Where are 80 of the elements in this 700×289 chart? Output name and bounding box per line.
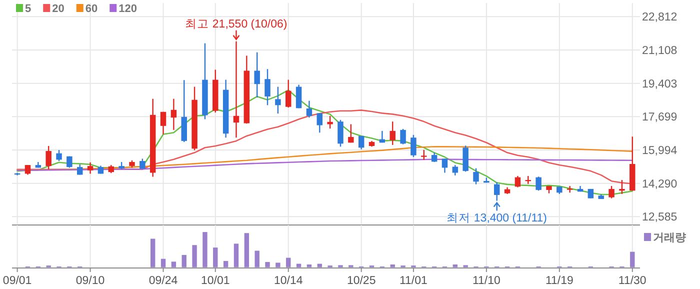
y-tick-label: 15,994: [642, 145, 678, 158]
x-tick-label: 11/19: [545, 275, 574, 287]
y-tick-label: 17,699: [642, 112, 678, 124]
candlestick: [233, 40, 240, 138]
candlestick: [536, 176, 542, 192]
candlestick: [170, 98, 177, 131]
candlestick: [348, 124, 354, 144]
annotation: 최고 21,550 (10/06): [185, 18, 288, 40]
annotation: 최저 13,400 (11/11): [446, 202, 548, 225]
annotation: 최고 21,550 (10/06): [185, 18, 288, 30]
candlestick: [619, 179, 625, 195]
legend-label: 60: [85, 3, 98, 15]
x-tick-label: 09/01: [2, 275, 32, 287]
candlestick: [608, 185, 614, 199]
candlestick: [462, 145, 468, 172]
x-tick-label: 10/14: [274, 275, 304, 287]
bar: [244, 233, 250, 268]
x-tick-label: 11/10: [472, 275, 500, 287]
candlestick: [566, 185, 573, 194]
candlestick: [286, 79, 292, 108]
legend-label: 20: [52, 3, 64, 15]
candlestick: [358, 135, 364, 150]
x-tick-label: 11/01: [399, 275, 428, 287]
bar: [306, 264, 312, 268]
candlestick: [400, 128, 406, 145]
bar: [390, 264, 395, 268]
x-tick-label: 09/10: [76, 275, 105, 287]
y-tick-label: 19,403: [642, 78, 678, 90]
bar: [150, 238, 156, 268]
bar: [213, 248, 218, 268]
candlestick: [338, 119, 344, 148]
bar: [160, 258, 166, 268]
y-tick-label: 12,585: [642, 212, 678, 224]
bar: [452, 264, 458, 268]
bar: [296, 264, 302, 268]
candlestick: [254, 52, 260, 98]
bar: [192, 245, 197, 268]
bar: [202, 232, 208, 268]
candlestick: [24, 164, 31, 176]
y-tick-label: 22,812: [642, 12, 678, 24]
bar: [630, 252, 635, 268]
x-tick-label: 10/25: [346, 275, 376, 287]
bar: [317, 264, 322, 268]
candlestick: [473, 168, 479, 185]
legend-label: 5: [25, 3, 32, 15]
bar: [286, 258, 291, 268]
y-tick-label: 21,108: [642, 44, 678, 57]
bar: [254, 250, 260, 268]
candlestick: [264, 68, 270, 106]
x-tick-label: 11/30: [618, 275, 646, 287]
bar: [171, 262, 176, 268]
bar: [276, 262, 280, 268]
candlestick: [442, 158, 448, 174]
candlestick: [421, 149, 427, 161]
legend-label: 120: [118, 3, 137, 15]
bar: [182, 254, 186, 268]
candlestick: [306, 100, 312, 118]
y-tick-label: 14,290: [642, 178, 678, 190]
legend-label: 거래량: [653, 232, 686, 244]
candlestick: [327, 115, 333, 130]
annotation: 최저 13,400 (11/11): [446, 212, 548, 225]
bar: [223, 260, 228, 268]
bar: [265, 262, 270, 268]
candlestick: [46, 145, 52, 170]
candlestick: [87, 162, 94, 174]
candlestick: [160, 111, 166, 135]
x-tick-label: 10/01: [201, 275, 230, 287]
candlestick: [56, 149, 62, 162]
candlestick: [410, 134, 416, 158]
candlestick: [494, 182, 500, 202]
candlestick: [452, 164, 458, 176]
candlestick: [275, 86, 281, 114]
legend: 거래량: [644, 232, 686, 244]
candlestick: [390, 120, 396, 146]
candlestick: [296, 84, 302, 109]
bar: [234, 244, 239, 268]
candlestick: [431, 152, 438, 163]
x-tick-label: 09/24: [148, 275, 178, 287]
candlestick: [316, 112, 323, 134]
candlestick: [514, 175, 521, 188]
